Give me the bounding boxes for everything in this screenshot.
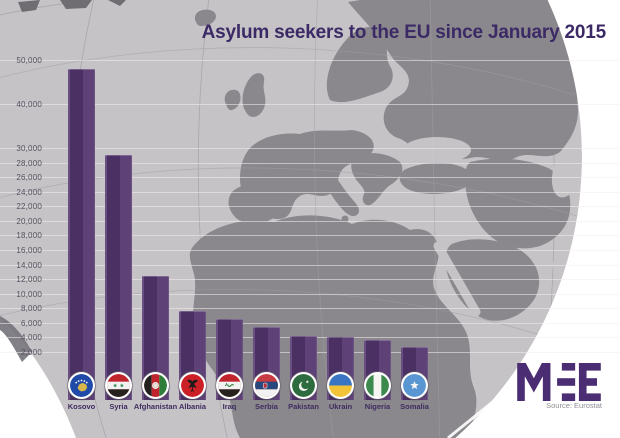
chart-title: Asylum seekers to the EU since January 2… [201, 22, 607, 43]
y-axis-tick-label: 2,000 [20, 347, 42, 357]
land-turkey [399, 162, 470, 194]
country-label-iraq: Iraq [222, 402, 237, 411]
mee-logo-glyph [517, 363, 601, 401]
serbia-flag [253, 371, 280, 399]
y-axis-tick-label: 26,000 [16, 172, 42, 182]
country-label-kosovo: Kosovo [67, 402, 96, 411]
land-north-eurasia [348, 0, 578, 161]
afghanistan-flag [142, 371, 169, 399]
land-uk [242, 73, 266, 117]
land-italy [319, 167, 360, 217]
pakistan-flag [290, 371, 317, 399]
inland-seas [403, 137, 582, 271]
y-axis-tick-label: 22,000 [16, 201, 42, 211]
country-label-pakistan: Pakistan [288, 402, 319, 411]
country-label-albania: Albania [178, 402, 207, 411]
country-label-somalia: Somalia [400, 402, 429, 411]
y-axis-tick-label: 18,000 [16, 230, 42, 240]
nigeria-flag [364, 371, 391, 399]
y-axis-tick-label: 40,000 [16, 99, 42, 109]
y-axis-tick-label: 24,000 [16, 187, 42, 197]
persian-gulf [531, 253, 555, 271]
somalia-flag [401, 371, 428, 399]
y-axis-tick-label: 16,000 [16, 245, 42, 255]
land-mideast [464, 158, 571, 249]
country-label-serbia: Serbia [255, 402, 278, 411]
y-axis-tick-label: 12,000 [16, 274, 42, 284]
y-axis-tick-label: 50,000 [16, 55, 42, 65]
country-label-nigeria: Nigeria [364, 402, 391, 411]
y-axis-tick-label: 4,000 [20, 332, 42, 342]
source-text: Source: Eurostat [546, 401, 602, 410]
syria-flag [105, 371, 132, 399]
kosovo-flag [68, 371, 95, 399]
country-label-syria: Syria [109, 402, 128, 411]
y-axis-tick-label: 30,000 [16, 143, 42, 153]
y-axis-tick-label: 20,000 [16, 216, 42, 226]
country-label-afghanistan: Afghanistan [133, 402, 178, 411]
mee-logo [517, 363, 601, 406]
albania-flag [179, 371, 206, 399]
y-axis-tick-label: 6,000 [20, 318, 42, 328]
caspian-sea [551, 146, 582, 198]
y-axis-tick-label: 14,000 [16, 260, 42, 270]
bar-syria [105, 155, 132, 400]
edge-swoosh [447, 390, 506, 438]
iraq-flag [216, 371, 243, 399]
land-scandinavia [326, 26, 393, 103]
land-iberia [228, 184, 283, 224]
y-axis-tick-label: 10,000 [16, 289, 42, 299]
country-label-ukrain: Ukrain [328, 402, 353, 411]
bar-kosovo [68, 68, 95, 400]
y-axis-tick-label: 8,000 [20, 303, 42, 313]
y-axis-tick-label: 28,000 [16, 158, 42, 168]
ukraine-flag [327, 371, 354, 399]
land-iceland [194, 9, 216, 27]
black-sea [403, 137, 471, 163]
land-balkans [351, 153, 403, 206]
coast-sliver [0, 316, 32, 362]
arctic-islands [18, 0, 126, 12]
